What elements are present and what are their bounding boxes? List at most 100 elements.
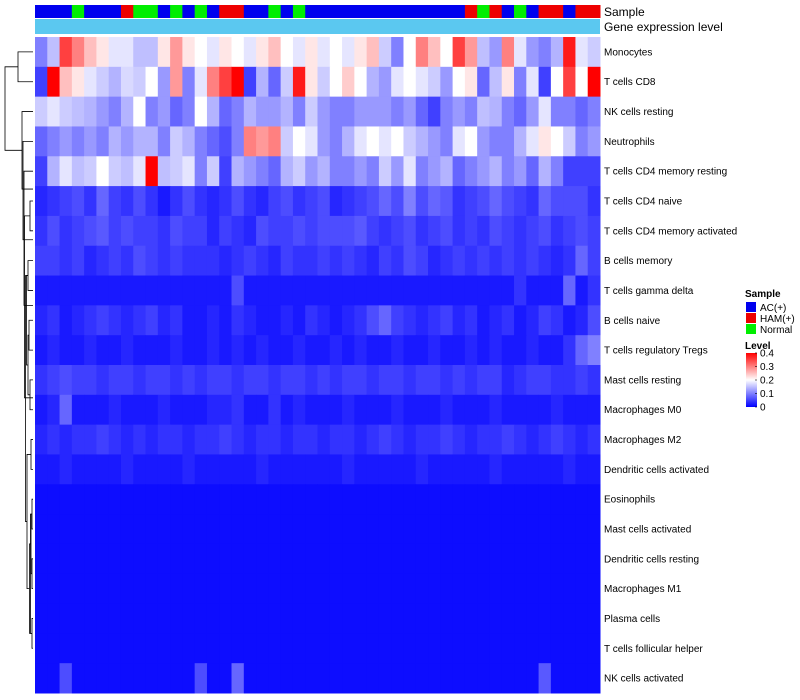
- heatmap-cell: [170, 394, 183, 426]
- dendrogram-branch: [30, 439, 33, 470]
- heatmap-cell: [514, 633, 527, 664]
- heatmap-cell: [587, 335, 601, 366]
- heatmap-cell: [305, 37, 318, 68]
- heatmap-cell: [219, 663, 233, 694]
- heatmap-cell: [170, 335, 183, 366]
- heatmap-cell: [526, 365, 540, 396]
- heatmap-cell: [219, 484, 233, 515]
- heatmap-cell: [96, 156, 110, 187]
- row-label: NK cells resting: [604, 107, 673, 118]
- heatmap-cell: [415, 484, 429, 515]
- heatmap-cell: [575, 573, 589, 605]
- heatmap-cell: [157, 186, 171, 217]
- heatmap-cell: [575, 454, 589, 485]
- heatmap-cell: [292, 394, 306, 426]
- heatmap-cell: [71, 275, 85, 306]
- heatmap-cell: [354, 126, 368, 157]
- heatmap-cell: [268, 365, 282, 396]
- heatmap-cell: [428, 275, 441, 306]
- heatmap-cell: [206, 186, 220, 217]
- heatmap-cell: [514, 365, 527, 396]
- heatmap-cell: [108, 156, 122, 187]
- heatmap-cell: [145, 365, 159, 396]
- row-label: Macrophages M0: [604, 405, 682, 416]
- heatmap-cell: [120, 424, 134, 455]
- heatmap-cell: [305, 305, 318, 336]
- dendrogram-branch: [29, 200, 33, 232]
- heatmap-cell: [182, 66, 196, 98]
- heatmap-cell: [157, 454, 171, 485]
- heatmap-cell: [538, 543, 552, 575]
- heatmap-cell: [231, 215, 245, 247]
- heatmap-cell: [587, 275, 601, 306]
- row-label: T cells regulatory Tregs: [604, 346, 708, 357]
- heatmap-cell: [157, 245, 171, 277]
- heatmap-cell: [526, 37, 540, 68]
- heatmap-cell: [464, 275, 478, 306]
- heatmap-cell: [378, 484, 392, 515]
- heatmap-cell: [378, 663, 392, 694]
- heatmap-cell: [268, 96, 282, 127]
- heatmap-cell: [268, 394, 282, 426]
- heatmap-cell: [464, 514, 478, 545]
- heatmap-cell: [84, 454, 97, 485]
- heatmap-cell: [256, 394, 269, 426]
- sample-annotation-cell: [526, 5, 540, 18]
- heatmap-cell: [440, 424, 454, 455]
- sample-annotation-cell: [157, 5, 171, 18]
- heatmap-cell: [489, 514, 503, 545]
- heatmap-cell: [526, 215, 540, 247]
- heatmap-cell: [120, 633, 134, 664]
- heatmap-cell: [391, 66, 404, 98]
- heatmap-cell: [96, 275, 110, 306]
- heatmap-cell: [550, 394, 564, 426]
- heatmap-cell: [145, 335, 159, 366]
- heatmap-cell: [194, 245, 208, 277]
- heatmap-cell: [538, 514, 552, 545]
- heatmap-cell: [464, 365, 478, 396]
- heatmap-cell: [440, 275, 454, 306]
- sample-annotation-cell: [268, 5, 282, 18]
- heatmap-cell: [305, 633, 318, 664]
- heatmap-cell: [292, 186, 306, 217]
- heatmap-cell: [280, 424, 294, 455]
- dendrogram-branch: [17, 51, 33, 83]
- heatmap-cell: [464, 37, 478, 68]
- heatmap-cell: [428, 335, 441, 366]
- row-label: Macrophages M1: [604, 584, 682, 595]
- heatmap-cell: [550, 215, 564, 247]
- heatmap-cell: [145, 484, 159, 515]
- heatmap-cell: [428, 663, 441, 694]
- heatmap-cell: [305, 245, 318, 277]
- heatmap-cell: [514, 454, 527, 485]
- heatmap-cell: [243, 514, 257, 545]
- row-label: T cells follicular helper: [604, 644, 703, 655]
- heatmap-cell: [219, 66, 233, 98]
- heatmap-cell: [47, 96, 61, 127]
- heatmap-cell: [243, 156, 257, 187]
- heatmap-cell: [47, 186, 61, 217]
- legend-sample-title: Sample: [745, 289, 781, 300]
- heatmap-cell: [206, 484, 220, 515]
- heatmap-cell: [526, 305, 540, 336]
- heatmap-cell: [280, 335, 294, 366]
- heatmap-cell: [108, 663, 122, 694]
- dendrogram-branch: [29, 379, 33, 411]
- heatmap-cell: [452, 484, 466, 515]
- heatmap-cell: [415, 245, 429, 277]
- heatmap-cell: [145, 633, 159, 664]
- sample-annotation-cell: [391, 5, 404, 18]
- heatmap-cell: [292, 543, 306, 575]
- heatmap-cell: [120, 394, 134, 426]
- sample-annotation-cell: [563, 5, 576, 18]
- heatmap-cell: [243, 573, 257, 605]
- heatmap-cell: [526, 245, 540, 277]
- heatmap-cell: [194, 454, 208, 485]
- heatmap-cell: [575, 96, 589, 127]
- heatmap-cell: [71, 96, 85, 127]
- heatmap-cell: [120, 275, 134, 306]
- heatmap-cell: [120, 186, 134, 217]
- heatmap-cell: [317, 335, 331, 366]
- heatmap-cell: [526, 394, 540, 426]
